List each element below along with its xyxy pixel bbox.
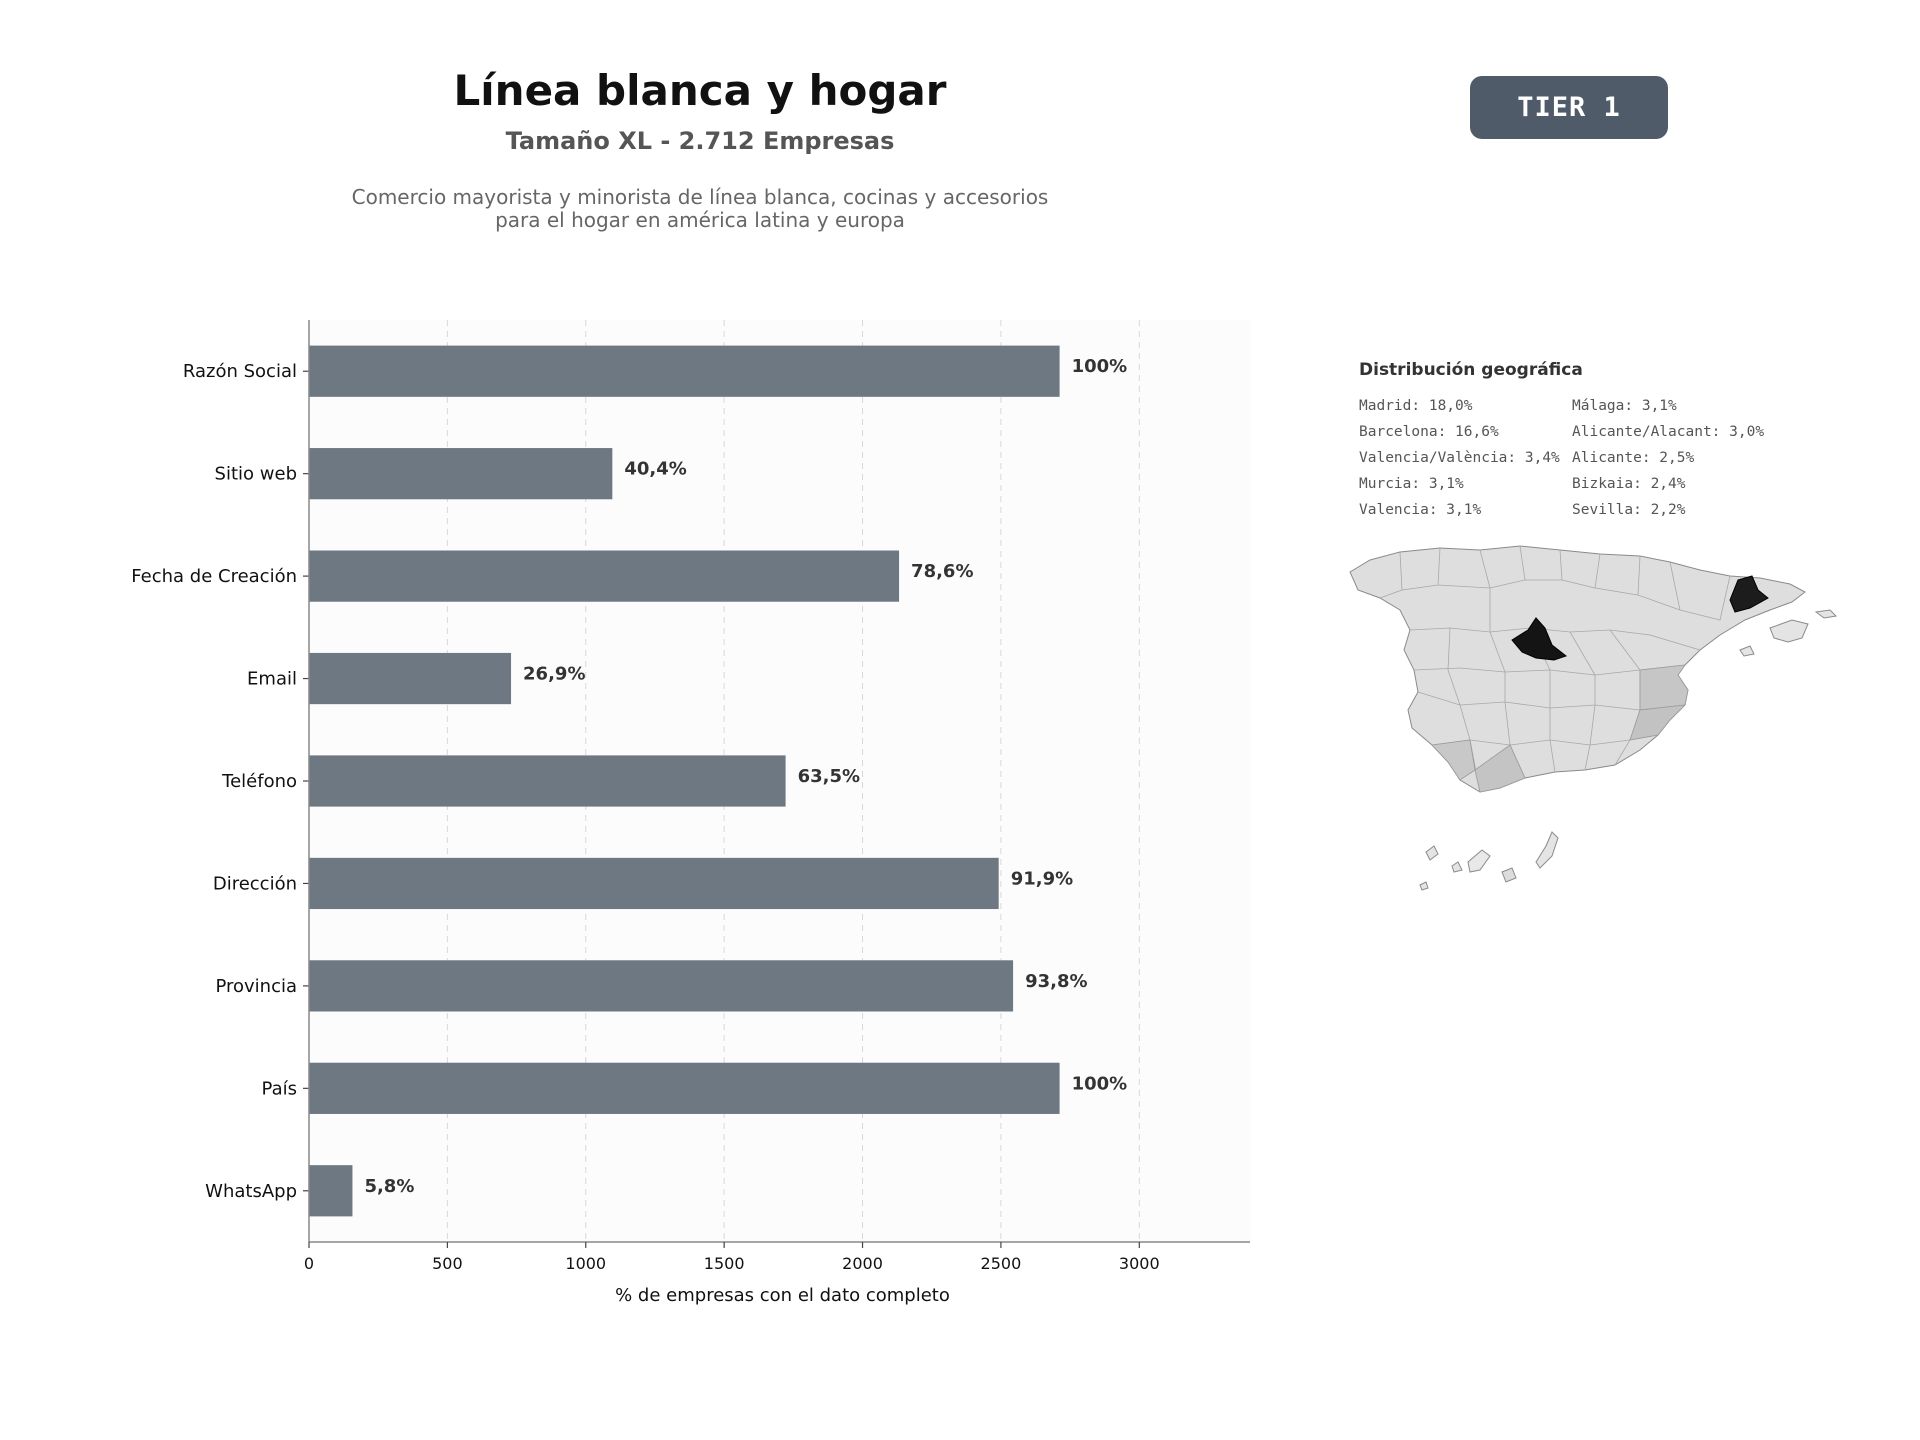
map-balearic-mallorca	[1769, 619, 1809, 643]
map-balearic-menorca	[1814, 609, 1838, 619]
geo-item: Alicante/Alacant: 3,0%	[1572, 424, 1765, 440]
map-canary-2	[1451, 861, 1463, 873]
page-subtitle: Tamaño XL - 2.712 Empresas	[505, 127, 895, 155]
map-canary-3	[1467, 849, 1491, 873]
geo-item: Málaga: 3,1%	[1572, 398, 1677, 414]
geo-title: Distribución geográfica	[1359, 360, 1583, 380]
tier-badge: TIER 1	[1470, 76, 1668, 139]
geo-item: Murcia: 3,1%	[1359, 476, 1464, 492]
y-tick-label: Razón Social	[183, 361, 297, 382]
description-line-2: para el hogar en américa latina y europa	[495, 208, 905, 232]
geo-item: Barcelona: 16,6%	[1359, 424, 1499, 440]
y-tick-label: WhatsApp	[205, 1181, 297, 1202]
map-canary-1	[1425, 845, 1439, 861]
geo-item: Madrid: 18,0%	[1359, 398, 1473, 414]
page-title: Línea blanca y hogar	[453, 66, 947, 115]
bar	[309, 652, 512, 705]
data-label: 40,4%	[624, 459, 686, 480]
y-tick-label: Provincia	[215, 976, 297, 997]
bar	[309, 448, 613, 500]
y-tick-label: Teléfono	[221, 771, 297, 792]
bar	[309, 960, 1014, 1012]
data-label: 63,5%	[798, 766, 860, 787]
bar	[309, 857, 999, 910]
bar	[309, 1165, 353, 1217]
geo-item: Valencia/València: 3,4%	[1359, 450, 1560, 466]
x-tick-label: 2000	[842, 1254, 883, 1273]
bar-chart: Razón Social 100% Sitio web 40,4% Fecha de C…	[131, 320, 1250, 1306]
x-tick-label: 0	[304, 1254, 314, 1273]
description-line-1: Comercio mayorista y minorista de línea …	[351, 185, 1049, 209]
bar	[309, 345, 1060, 397]
y-tick-label: Email	[247, 669, 297, 690]
x-axis-label: % de empresas con el dato completo	[615, 1285, 950, 1306]
geo-item: Alicante: 2,5%	[1572, 450, 1695, 466]
data-label: 91,9%	[1011, 868, 1073, 889]
map-region-sevilla	[1431, 739, 1476, 781]
bar	[309, 755, 786, 807]
data-label: 26,9%	[523, 664, 585, 685]
map-region-murcia	[1629, 704, 1687, 741]
y-tick-label: Dirección	[213, 873, 297, 894]
x-tick-label: 3000	[1119, 1254, 1160, 1273]
data-label: 5,8%	[364, 1176, 414, 1197]
data-label: 93,8%	[1025, 971, 1087, 992]
y-tick-label: Fecha de Creación	[131, 566, 297, 587]
x-tick-label: 1500	[704, 1254, 745, 1273]
map-canary-4	[1501, 867, 1517, 883]
data-label: 100%	[1072, 1073, 1128, 1094]
data-label: 100%	[1072, 356, 1128, 377]
map-region-madrid	[1511, 617, 1568, 661]
x-tick-label: 2500	[981, 1254, 1022, 1273]
map-canary-5	[1535, 831, 1559, 869]
bar	[309, 550, 900, 602]
x-tick-label: 500	[432, 1254, 463, 1273]
data-label: 78,6%	[911, 561, 973, 582]
geo-item: Sevilla: 2,2%	[1572, 502, 1686, 518]
spain-choropleth-map	[1349, 545, 1838, 891]
map-balearic-ibiza	[1739, 645, 1755, 657]
y-tick-label: País	[262, 1078, 297, 1099]
y-tick-label: Sitio web	[215, 464, 297, 485]
geo-item: Bizkaia: 2,4%	[1572, 476, 1686, 492]
map-canary-6	[1419, 881, 1429, 891]
x-tick-label: 1000	[565, 1254, 606, 1273]
description: Comercio mayorista y minorista de línea …	[300, 186, 1100, 232]
map-region-barcelona	[1729, 575, 1769, 613]
map-region-malaga	[1474, 744, 1526, 793]
bar	[309, 1062, 1060, 1114]
geo-item: Valencia: 3,1%	[1359, 502, 1482, 518]
